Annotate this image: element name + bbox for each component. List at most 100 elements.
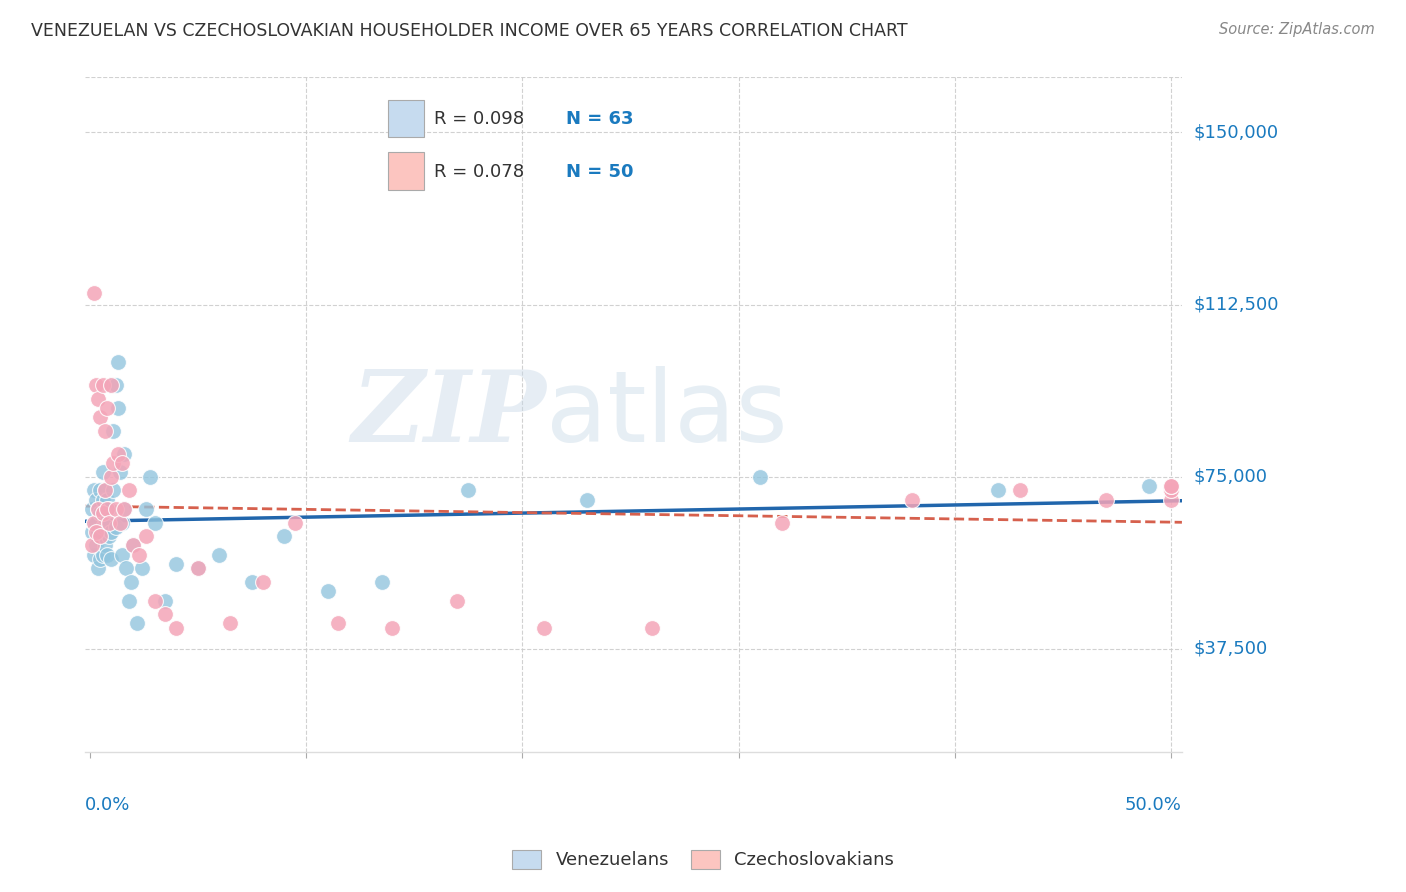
Point	[104, 501, 127, 516]
Point	[83, 286, 105, 301]
Point	[89, 529, 111, 543]
Point	[96, 401, 118, 415]
Point	[112, 447, 135, 461]
Point	[143, 593, 166, 607]
Point	[103, 456, 125, 470]
Point	[208, 548, 231, 562]
Point	[100, 469, 122, 483]
Point	[112, 501, 135, 516]
Text: $37,500: $37,500	[1194, 640, 1267, 657]
Point	[89, 483, 111, 498]
Point	[84, 377, 107, 392]
Point	[641, 621, 664, 635]
Point	[1160, 483, 1182, 498]
Point	[107, 447, 129, 461]
Point	[91, 465, 114, 479]
Point	[87, 501, 110, 516]
Point	[84, 538, 107, 552]
Text: ZIP: ZIP	[352, 367, 546, 463]
Point	[143, 516, 166, 530]
Point	[117, 593, 139, 607]
Point	[91, 520, 114, 534]
Point	[457, 483, 479, 498]
Point	[1160, 492, 1182, 507]
Point	[98, 516, 121, 530]
Point	[83, 516, 105, 530]
Point	[576, 492, 599, 507]
Point	[128, 548, 150, 562]
Point	[112, 501, 135, 516]
Point	[165, 621, 187, 635]
Point	[111, 548, 134, 562]
Point	[96, 501, 118, 516]
Point	[155, 593, 177, 607]
Text: 0.0%: 0.0%	[86, 796, 131, 814]
Point	[89, 529, 111, 543]
Text: $75,000: $75,000	[1194, 467, 1267, 485]
Point	[108, 465, 131, 479]
Point	[87, 501, 110, 516]
Point	[122, 538, 145, 552]
Point	[83, 483, 105, 498]
Text: $150,000: $150,000	[1194, 123, 1278, 142]
Point	[1160, 483, 1182, 498]
Point	[111, 516, 134, 530]
Point	[89, 409, 111, 424]
Point	[1095, 492, 1118, 507]
Point	[284, 516, 307, 530]
Point	[103, 483, 125, 498]
Point	[94, 511, 117, 525]
Point	[104, 520, 127, 534]
Point	[96, 548, 118, 562]
Point	[100, 524, 122, 539]
Text: Source: ZipAtlas.com: Source: ZipAtlas.com	[1219, 22, 1375, 37]
Point	[252, 575, 274, 590]
Point	[117, 483, 139, 498]
Point	[1160, 483, 1182, 498]
Point	[120, 575, 142, 590]
Point	[96, 520, 118, 534]
Point	[91, 548, 114, 562]
Point	[98, 529, 121, 543]
Point	[83, 516, 105, 530]
Point	[122, 538, 145, 552]
Point	[87, 524, 110, 539]
Point	[187, 561, 209, 575]
Point	[84, 524, 107, 539]
Point	[1008, 483, 1031, 498]
Point	[446, 593, 468, 607]
Point	[900, 492, 922, 507]
Text: 50.0%: 50.0%	[1125, 796, 1182, 814]
Point	[83, 548, 105, 562]
Point	[84, 492, 107, 507]
Legend: Venezuelans, Czechoslovakians: Venezuelans, Czechoslovakians	[503, 840, 903, 879]
Point	[749, 469, 772, 483]
Point	[987, 483, 1010, 498]
Point	[370, 575, 392, 590]
Point	[115, 561, 138, 575]
Point	[80, 538, 103, 552]
Point	[240, 575, 263, 590]
Point	[187, 561, 209, 575]
Point	[1160, 479, 1182, 493]
Point	[80, 501, 103, 516]
Point	[328, 616, 350, 631]
Point	[111, 456, 134, 470]
Point	[135, 501, 157, 516]
Point	[131, 561, 153, 575]
Point	[1139, 479, 1161, 493]
Point	[94, 483, 117, 498]
Point	[316, 584, 339, 599]
Point	[91, 506, 114, 520]
Point	[155, 607, 177, 622]
Point	[770, 516, 793, 530]
Point	[100, 552, 122, 566]
Point	[89, 552, 111, 566]
Point	[103, 424, 125, 438]
Point	[89, 506, 111, 520]
Point	[139, 469, 162, 483]
Point	[96, 492, 118, 507]
Text: $112,500: $112,500	[1194, 295, 1278, 314]
Point	[1160, 479, 1182, 493]
Point	[107, 401, 129, 415]
